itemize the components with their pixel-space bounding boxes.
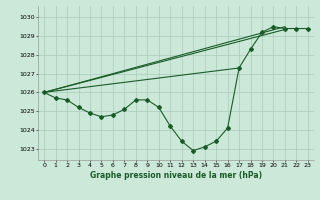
X-axis label: Graphe pression niveau de la mer (hPa): Graphe pression niveau de la mer (hPa)	[90, 171, 262, 180]
